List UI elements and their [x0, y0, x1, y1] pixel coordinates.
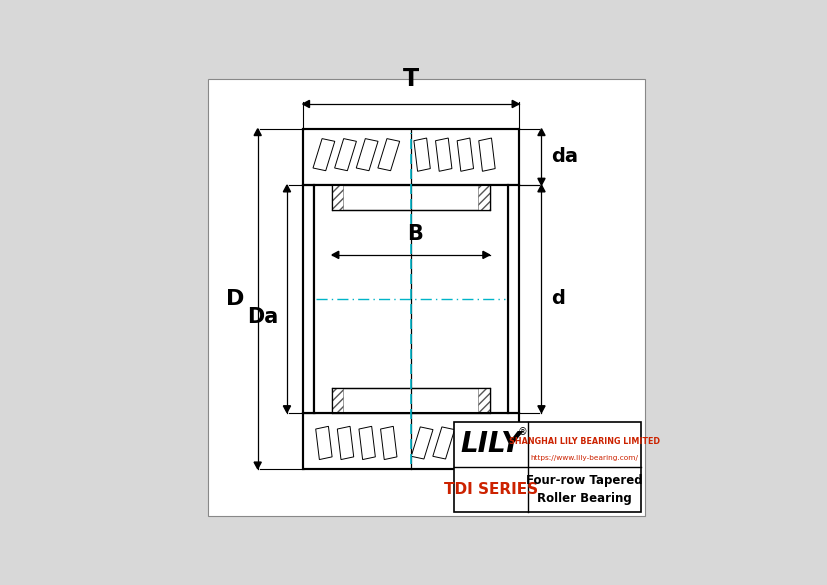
- Text: Da: Da: [247, 307, 279, 327]
- Text: da: da: [551, 147, 578, 166]
- Polygon shape: [283, 185, 290, 192]
- Bar: [478, 185, 489, 210]
- Text: Four-row Tapered
Roller Bearing: Four-row Tapered Roller Bearing: [525, 474, 642, 505]
- Bar: [332, 185, 343, 210]
- Text: T: T: [402, 67, 418, 91]
- Polygon shape: [377, 139, 399, 171]
- Polygon shape: [538, 406, 544, 412]
- Polygon shape: [454, 427, 476, 459]
- Bar: [507, 129, 519, 185]
- Polygon shape: [538, 129, 544, 136]
- Bar: [507, 412, 519, 469]
- Text: ®: ®: [518, 428, 528, 438]
- Text: LILY: LILY: [460, 430, 521, 458]
- Bar: [332, 388, 343, 412]
- Bar: [313, 185, 507, 412]
- Bar: [303, 129, 519, 185]
- Polygon shape: [538, 185, 544, 192]
- Bar: [303, 412, 519, 469]
- Polygon shape: [482, 252, 489, 259]
- Polygon shape: [315, 426, 332, 460]
- Polygon shape: [512, 101, 519, 108]
- Bar: [478, 388, 489, 412]
- Bar: [303, 185, 313, 412]
- Polygon shape: [313, 139, 334, 171]
- Bar: [507, 185, 519, 412]
- Polygon shape: [538, 178, 544, 185]
- Polygon shape: [283, 406, 290, 412]
- Polygon shape: [380, 426, 396, 460]
- Polygon shape: [254, 129, 261, 136]
- Text: d: d: [551, 290, 565, 308]
- Bar: [313, 129, 408, 185]
- Bar: [413, 412, 507, 469]
- Polygon shape: [356, 139, 378, 171]
- Polygon shape: [332, 252, 338, 259]
- Polygon shape: [411, 427, 433, 459]
- Bar: [332, 185, 489, 210]
- Text: TDI SERIES: TDI SERIES: [443, 481, 538, 497]
- Polygon shape: [476, 427, 497, 459]
- Text: https://www.lily-bearing.com/: https://www.lily-bearing.com/: [530, 455, 638, 460]
- Text: SHANGHAI LILY BEARING LIMITED: SHANGHAI LILY BEARING LIMITED: [509, 437, 659, 446]
- Polygon shape: [303, 101, 309, 108]
- Polygon shape: [414, 138, 430, 171]
- Bar: [413, 129, 507, 185]
- Bar: [453, 422, 640, 512]
- Polygon shape: [433, 427, 454, 459]
- Text: D: D: [226, 289, 244, 309]
- Polygon shape: [457, 138, 473, 171]
- Bar: [332, 388, 489, 412]
- Polygon shape: [478, 138, 495, 171]
- Text: B: B: [407, 223, 423, 243]
- Polygon shape: [359, 426, 375, 460]
- Polygon shape: [435, 138, 452, 171]
- Bar: [313, 412, 408, 469]
- Bar: [303, 412, 313, 469]
- Polygon shape: [337, 426, 353, 460]
- Polygon shape: [334, 139, 356, 171]
- Polygon shape: [254, 462, 261, 469]
- Bar: [303, 129, 313, 185]
